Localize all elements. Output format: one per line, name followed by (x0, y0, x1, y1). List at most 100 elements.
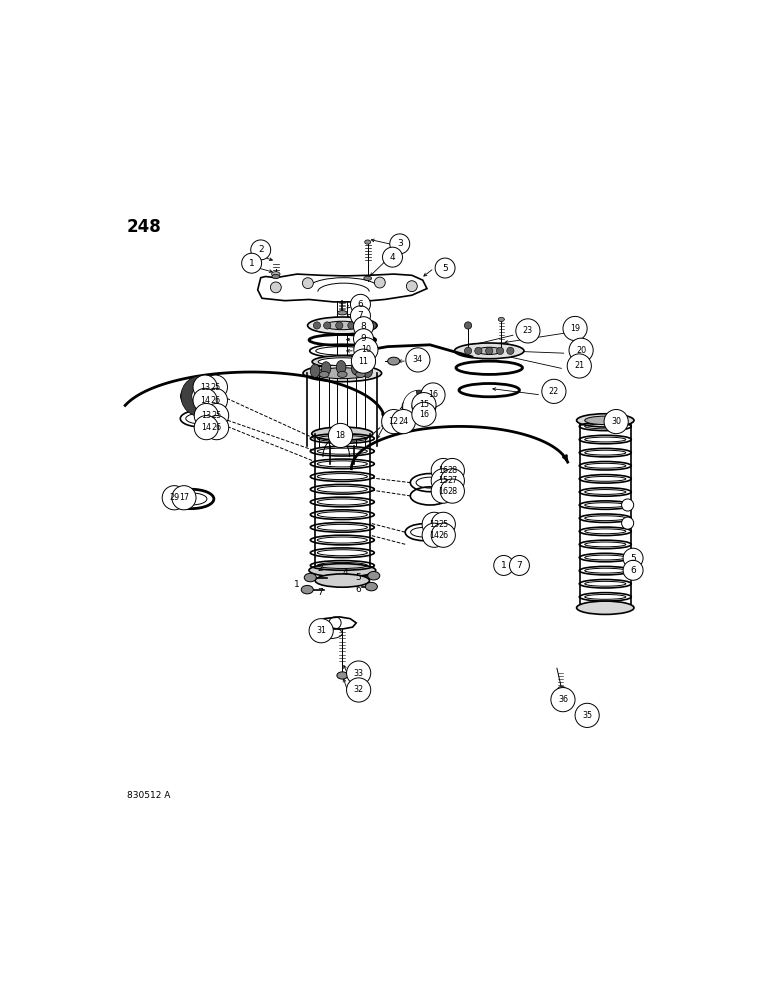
Circle shape (390, 234, 410, 254)
Text: 15: 15 (419, 400, 429, 409)
Circle shape (346, 678, 370, 702)
Ellipse shape (388, 357, 399, 365)
Circle shape (314, 322, 321, 329)
Circle shape (324, 322, 331, 329)
Circle shape (204, 416, 229, 440)
Text: 34: 34 (413, 355, 423, 364)
Circle shape (374, 277, 385, 288)
Ellipse shape (303, 365, 381, 382)
Ellipse shape (319, 371, 329, 377)
Circle shape (431, 458, 456, 483)
Ellipse shape (365, 240, 370, 244)
Text: 16: 16 (438, 487, 448, 496)
Circle shape (204, 403, 229, 428)
Text: 16: 16 (419, 410, 429, 419)
Circle shape (194, 403, 218, 428)
Circle shape (381, 409, 406, 434)
Circle shape (354, 338, 378, 362)
Circle shape (422, 523, 446, 547)
Circle shape (194, 416, 218, 440)
Ellipse shape (304, 573, 317, 582)
Circle shape (352, 349, 376, 373)
Ellipse shape (324, 321, 360, 330)
Circle shape (575, 703, 599, 727)
Text: 18: 18 (335, 431, 346, 440)
Circle shape (359, 322, 366, 329)
Circle shape (622, 499, 633, 511)
Circle shape (440, 458, 464, 483)
Ellipse shape (336, 361, 346, 374)
Ellipse shape (338, 311, 347, 315)
Circle shape (335, 322, 343, 329)
Text: 4: 4 (342, 568, 348, 577)
Circle shape (551, 688, 575, 712)
Ellipse shape (272, 274, 280, 279)
Ellipse shape (585, 416, 626, 425)
Text: 5: 5 (630, 554, 636, 563)
Circle shape (497, 347, 504, 354)
Text: 6: 6 (356, 585, 361, 594)
Circle shape (353, 317, 374, 337)
Circle shape (412, 402, 436, 426)
Text: 26: 26 (211, 423, 222, 432)
Ellipse shape (312, 427, 373, 440)
Circle shape (406, 348, 430, 372)
Circle shape (435, 258, 455, 278)
Circle shape (353, 329, 374, 349)
Circle shape (271, 282, 282, 293)
Text: 1: 1 (501, 561, 506, 570)
Circle shape (494, 555, 514, 575)
Circle shape (440, 479, 464, 503)
Circle shape (204, 375, 228, 399)
Text: 33: 33 (353, 669, 363, 678)
Text: 20: 20 (576, 346, 586, 355)
Text: 13: 13 (429, 520, 439, 529)
Text: 13: 13 (200, 383, 210, 392)
Text: 6: 6 (630, 566, 636, 575)
Circle shape (348, 322, 355, 329)
Circle shape (193, 375, 217, 399)
Text: 15: 15 (438, 476, 448, 485)
Text: 25: 25 (211, 383, 221, 392)
Text: 30: 30 (612, 417, 621, 426)
Ellipse shape (351, 362, 361, 375)
Circle shape (421, 383, 445, 407)
Circle shape (431, 469, 456, 493)
Circle shape (328, 423, 353, 448)
Ellipse shape (271, 272, 280, 276)
Circle shape (563, 316, 587, 341)
Circle shape (431, 479, 456, 503)
Text: 28: 28 (447, 487, 457, 496)
Circle shape (422, 512, 446, 536)
Circle shape (604, 409, 628, 434)
Text: 36: 36 (558, 695, 568, 704)
Text: 7: 7 (516, 561, 523, 570)
Wedge shape (201, 378, 222, 416)
Text: 9: 9 (360, 334, 367, 343)
Text: 10: 10 (361, 345, 371, 354)
Text: 16: 16 (428, 390, 438, 399)
Text: 14: 14 (429, 531, 439, 540)
Circle shape (623, 560, 643, 580)
Text: 22: 22 (549, 387, 559, 396)
Text: 14: 14 (201, 423, 211, 432)
Text: 4: 4 (390, 253, 395, 262)
Text: 2: 2 (258, 245, 264, 254)
Text: 2: 2 (317, 564, 323, 573)
Ellipse shape (558, 686, 566, 692)
Circle shape (569, 338, 594, 362)
Text: 29: 29 (169, 493, 179, 502)
Ellipse shape (312, 356, 373, 368)
Circle shape (542, 379, 566, 403)
Circle shape (516, 319, 540, 343)
Circle shape (192, 387, 211, 406)
Circle shape (303, 278, 314, 289)
Text: 24: 24 (399, 417, 409, 426)
Text: 1: 1 (249, 259, 254, 268)
Circle shape (204, 388, 228, 413)
Text: 21: 21 (574, 361, 584, 370)
Ellipse shape (310, 364, 320, 377)
Ellipse shape (363, 364, 373, 377)
Text: 7: 7 (317, 588, 323, 597)
Text: 7: 7 (357, 311, 363, 320)
